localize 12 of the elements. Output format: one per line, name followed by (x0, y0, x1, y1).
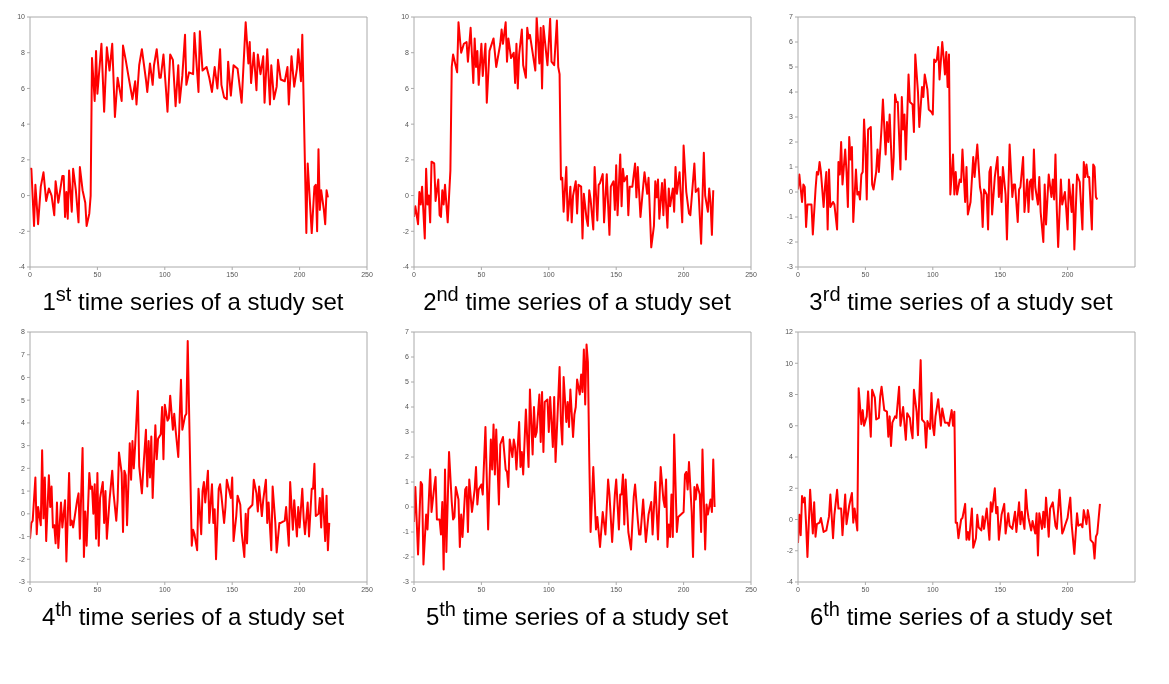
text: 4$^{th}$ time series of a study set (40, 598, 346, 632)
text: 6$^{th}$ time series of a study set (808, 598, 1114, 632)
text: 1$^{st}$ time series of a study set (41, 283, 345, 317)
line-series (30, 340, 331, 563)
line-series (798, 41, 1099, 251)
text: 5$^{th}$ time series of a study set (424, 598, 730, 632)
line-series (414, 17, 715, 249)
line-series (414, 343, 716, 571)
text: 3$^{rd}$ time series of a study set (808, 283, 1114, 317)
line-series (30, 21, 329, 235)
line-series (798, 359, 1101, 560)
text: 2$^{nd}$ time series of a study set (422, 283, 732, 317)
